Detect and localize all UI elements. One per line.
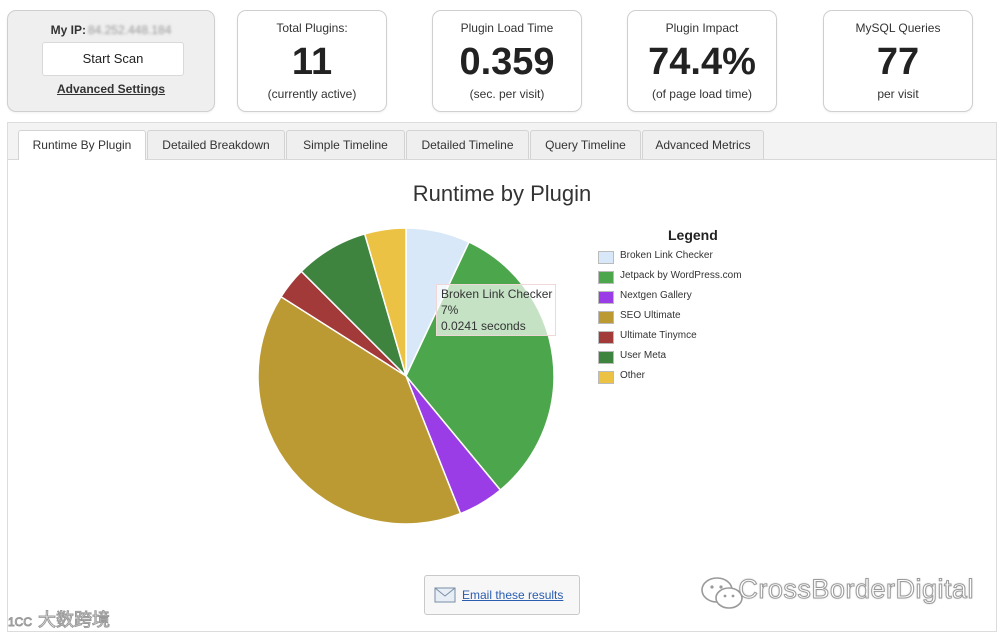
pie-slice-other[interactable] — [363, 227, 407, 377]
tab-query-timeline[interactable]: Query Timeline — [530, 130, 641, 159]
stat-value: 74.4% — [648, 41, 756, 83]
legend-swatch — [598, 251, 614, 264]
wechat-icon — [701, 577, 743, 609]
legend-title: Legend — [668, 227, 718, 243]
plugin-impact-card: Plugin Impact 74.4% (of page load time) — [627, 10, 777, 112]
pie-slice-seo-ultimate[interactable] — [257, 295, 462, 525]
mysql-queries-card: MySQL Queries 77 per visit — [823, 10, 973, 112]
tooltip-value: 0.0241 seconds — [441, 319, 526, 333]
ip-label: My IP: 84.252.448.184 — [50, 23, 172, 37]
tooltip-percent: 7% — [441, 303, 459, 317]
stat-sub: per visit — [877, 87, 919, 101]
advanced-settings-link[interactable]: Advanced Settings — [56, 82, 166, 96]
legend-swatch — [598, 351, 614, 364]
stat-label: Plugin Load Time — [460, 21, 554, 35]
tab-simple-timeline[interactable]: Simple Timeline — [286, 130, 405, 159]
tab-runtime-by-plugin[interactable]: Runtime By Plugin — [18, 130, 146, 160]
stat-label: Total Plugins: — [276, 21, 348, 35]
legend-swatch — [598, 311, 614, 324]
legend-swatch — [598, 331, 614, 344]
total-plugins-card: Total Plugins: 11 (currently active) — [237, 10, 387, 112]
corner-watermark-tag: 1CC — [7, 615, 33, 630]
stat-label: Plugin Impact — [665, 21, 739, 35]
stat-value: 77 — [876, 41, 920, 83]
tab-detailed-breakdown[interactable]: Detailed Breakdown — [147, 130, 285, 159]
chart-tooltip: Broken Link Checker 7% 0.0241 seconds — [436, 284, 556, 336]
legend-label: SEO Ultimate — [620, 310, 681, 321]
tab-bar: Runtime By Plugin Detailed Breakdown Sim… — [8, 123, 996, 160]
ip-card: My IP: 84.252.448.184 Start Scan Advanced… — [7, 10, 215, 112]
legend-swatch — [598, 371, 614, 384]
legend-swatch — [598, 271, 614, 284]
stat-sub: (sec. per visit) — [469, 87, 545, 101]
results-panel: Runtime By Plugin Detailed Breakdown Sim… — [7, 122, 997, 632]
tooltip-name: Broken Link Checker — [441, 287, 553, 301]
legend-swatch — [598, 291, 614, 304]
watermark-text: CrossBorderDigital — [738, 574, 974, 605]
stat-sub: (of page load time) — [651, 87, 753, 101]
stat-value: 0.359 — [459, 41, 555, 83]
email-results-button[interactable]: Email these results — [424, 575, 580, 615]
plugin-load-time-card: Plugin Load Time 0.359 (sec. per visit) — [432, 10, 582, 112]
legend-label: User Meta — [620, 350, 667, 361]
legend-label: Other — [620, 370, 646, 381]
envelope-icon — [434, 587, 456, 603]
legend-label: Broken Link Checker — [620, 250, 713, 261]
corner-watermark: 1CC 大数跨境 — [7, 606, 111, 632]
chart-title: Runtime by Plugin — [412, 181, 592, 206]
legend-label: Jetpack by WordPress.com — [620, 270, 742, 281]
ip-value: 84.252.448.184 — [87, 23, 172, 37]
stat-label: MySQL Queries — [855, 21, 941, 35]
tab-advanced-metrics[interactable]: Advanced Metrics — [642, 130, 764, 159]
start-scan-button[interactable]: Start Scan — [42, 42, 184, 76]
pie-chart-svg — [257, 227, 555, 525]
stat-sub: (currently active) — [267, 87, 357, 101]
tab-detailed-timeline[interactable]: Detailed Timeline — [406, 130, 529, 159]
corner-watermark-text: 大数跨境 — [38, 610, 111, 631]
stat-value: 11 — [291, 41, 333, 83]
pie-chart — [256, 226, 556, 526]
legend-label: Nextgen Gallery — [620, 290, 692, 301]
email-results-label[interactable]: Email these results — [462, 588, 564, 602]
legend-label: Ultimate Tinymce — [620, 330, 697, 341]
